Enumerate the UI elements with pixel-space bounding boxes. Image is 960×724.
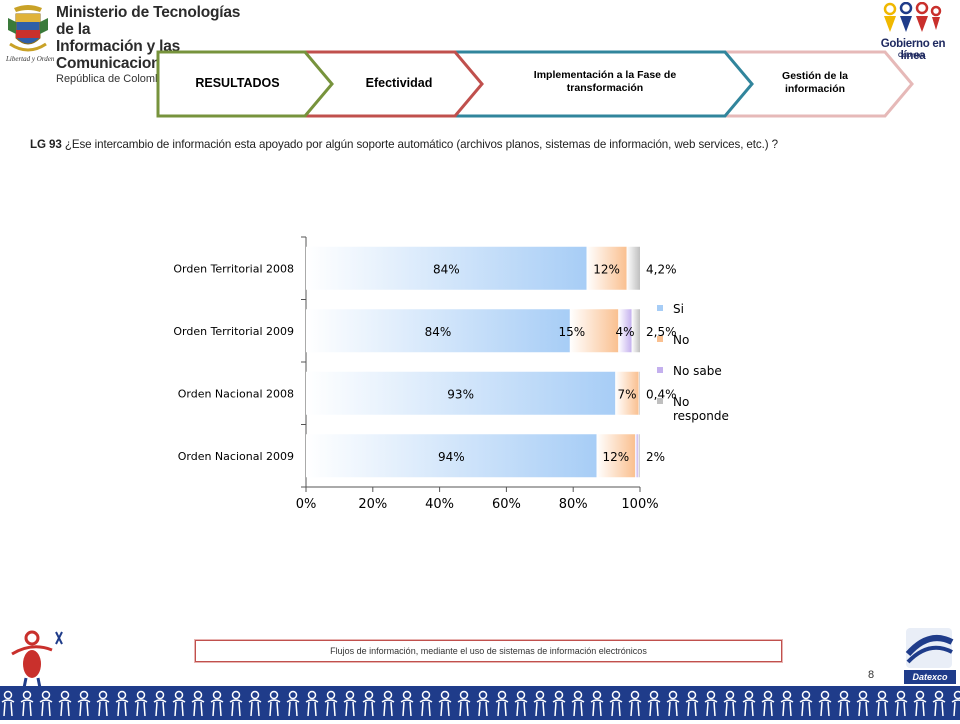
datexco-logo: Datexco <box>902 626 956 686</box>
data-label: 93% <box>447 387 474 401</box>
x-tick-label: 80% <box>559 497 588 512</box>
category-label: Orden Nacional 2008 <box>178 387 294 400</box>
data-label: 15% <box>559 325 586 339</box>
data-label: 7% <box>617 387 636 401</box>
datexco-mark-icon <box>902 626 956 672</box>
x-tick-label: 100% <box>621 497 658 512</box>
bar-segment <box>627 247 640 290</box>
tab-implementacion[interactable]: Implementación a la Fase de transformaci… <box>490 69 720 95</box>
data-label: 4,2% <box>646 262 677 276</box>
question-text: LG 93 ¿Ese intercambio de información es… <box>30 138 940 151</box>
bar-segment <box>635 434 638 477</box>
motto-text: Libertad y Orden <box>6 55 54 63</box>
x-tick-label: 40% <box>425 497 454 512</box>
x-tick-label: 20% <box>358 497 387 512</box>
data-label: 84% <box>425 325 452 339</box>
legend-swatch <box>657 305 663 311</box>
gobierno-people-icon <box>872 2 954 38</box>
bar-segment <box>638 434 640 477</box>
person-figure-icon <box>8 628 68 688</box>
category-label: Orden Nacional 2009 <box>178 450 294 463</box>
legend-swatch <box>657 367 663 373</box>
legend-swatch <box>657 336 663 342</box>
legend-label: No sabe <box>673 364 722 378</box>
datexco-label: Datexco <box>904 670 956 684</box>
x-tick-label: 0% <box>296 497 317 512</box>
colombia-coat-of-arms-icon <box>6 4 50 62</box>
people-pattern-icon <box>0 686 960 720</box>
process-tabs: RESULTADOS Efectividad Implementación a … <box>155 49 915 119</box>
tab-gestion[interactable]: Gestión de la información <box>755 70 875 96</box>
data-label: 12% <box>593 262 620 276</box>
page-number: 8 <box>868 669 874 681</box>
tab-gestion-line2: información <box>755 83 875 96</box>
data-label: 84% <box>433 262 460 276</box>
category-label: Orden Territorial 2008 <box>173 262 294 275</box>
tab-implementacion-line2: transformación <box>490 82 720 95</box>
bar-segment <box>639 372 640 415</box>
data-label: 4% <box>615 325 634 339</box>
question-body: ¿Ese intercambio de información esta apo… <box>65 138 778 151</box>
stacked-bar-chart: 0% 20% 40% 60% 80% 100% Orden Territorial 2008… <box>160 225 780 525</box>
footer-caption: Flujos de información, mediante el uso d… <box>195 640 782 662</box>
data-label: 2% <box>646 450 665 464</box>
data-label: 94% <box>438 450 465 464</box>
category-label: Orden Territorial 2009 <box>173 325 294 338</box>
tab-implementacion-line1: Implementación a la Fase de <box>490 69 720 82</box>
legend-label: No <box>673 333 689 347</box>
x-tick-label: 60% <box>492 497 521 512</box>
ministry-line1: Ministerio de Tecnologías de la <box>56 4 256 38</box>
tab-efectividad[interactable]: Efectividad <box>330 76 468 90</box>
tab-gestion-line1: Gestión de la <box>755 70 875 83</box>
question-code: LG 93 <box>30 138 62 151</box>
legend-label: Si <box>673 302 684 316</box>
decorative-people-strip <box>0 686 960 720</box>
legend-swatch <box>657 398 663 404</box>
tab-resultados[interactable]: RESULTADOS <box>175 76 300 90</box>
data-label: 12% <box>602 450 629 464</box>
